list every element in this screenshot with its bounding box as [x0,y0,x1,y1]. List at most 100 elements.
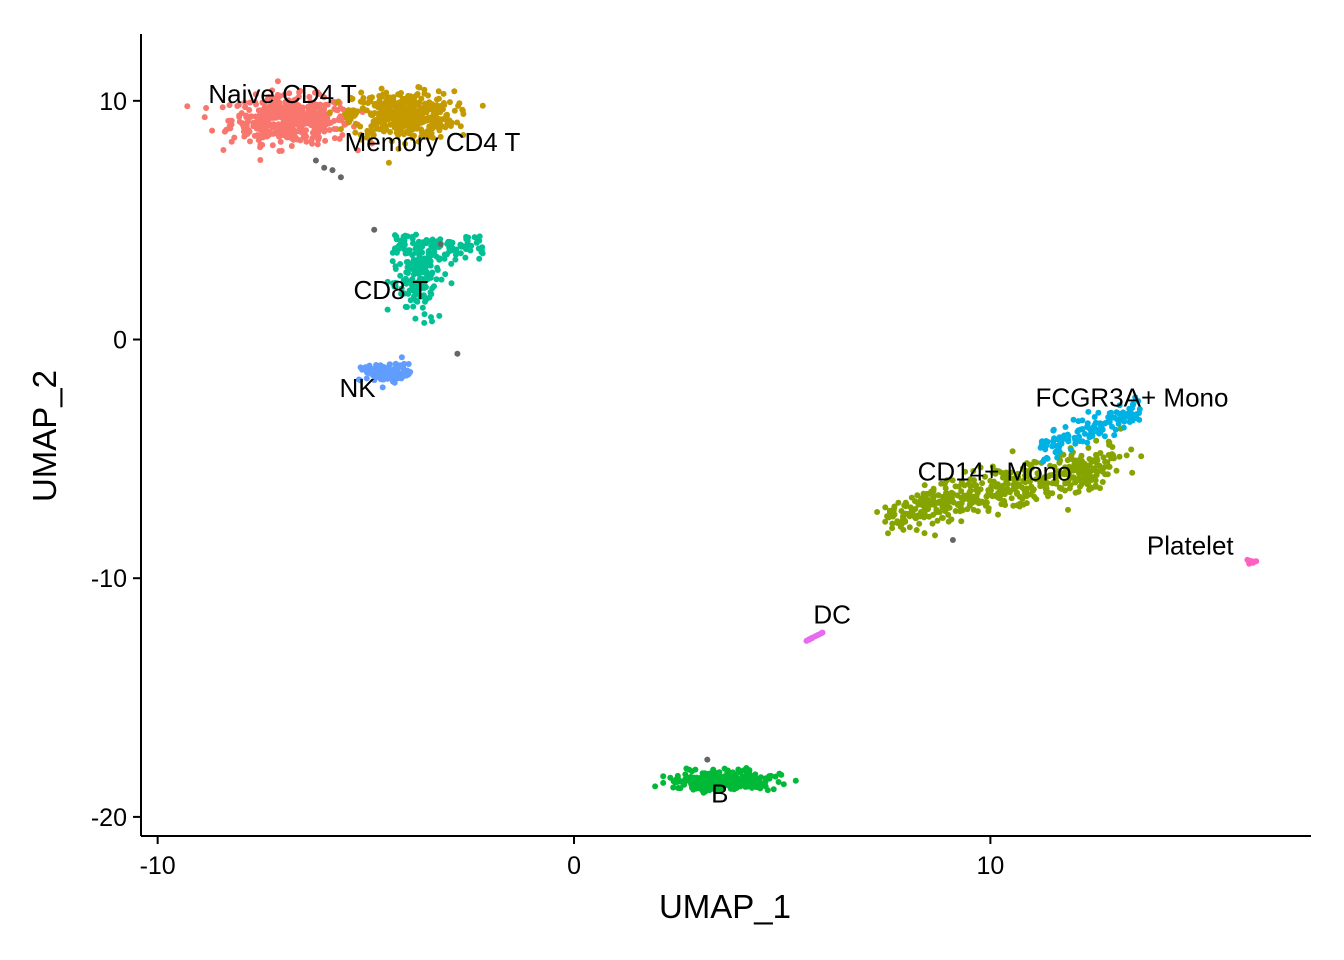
data-point [415,120,422,127]
data-point [965,480,972,487]
data-point [767,772,774,779]
data-point [479,250,486,257]
data-point [885,514,892,521]
data-point [381,364,388,371]
data-point [1054,454,1061,461]
data-point [718,786,724,793]
data-point [1116,453,1123,460]
data-point [354,147,361,154]
data-point [269,87,276,94]
data-point [949,477,956,484]
data-point [397,118,404,125]
data-point [762,778,769,785]
data-point [1120,424,1127,431]
data-point [692,766,699,773]
data-point [1013,490,1020,497]
data-point [958,488,965,495]
data-point [945,511,952,518]
data-point [387,129,394,135]
points-layer [184,78,1260,796]
data-point [1114,416,1121,423]
data-point [309,117,316,124]
data-point [1049,472,1056,478]
data-point [277,114,284,121]
data-point [392,263,399,270]
data-point [413,257,420,264]
data-point [1001,497,1007,504]
data-point [476,237,483,244]
data-point [418,114,425,121]
data-point [242,104,249,110]
data-point [298,123,305,130]
cluster-label: CD8 T [353,275,428,305]
data-point [407,297,414,304]
data-point [184,103,191,110]
data-point [919,512,926,519]
data-point [253,101,259,108]
data-point [1038,441,1045,448]
data-point [451,107,458,114]
data-point [400,131,407,138]
data-point [926,513,933,520]
data-point [940,499,947,506]
data-point [970,468,977,474]
data-point [1095,409,1102,416]
data-point [1133,415,1140,422]
data-point [225,117,232,124]
data-point [270,114,277,121]
data-point [1054,473,1060,480]
data-point [405,259,411,265]
data-point [894,518,901,525]
data-point [1136,406,1143,413]
data-point [1065,506,1071,513]
y-tick-label: 0 [113,327,127,355]
data-point [1050,427,1057,434]
data-point [667,774,674,781]
cluster-points-fcgr3a-mono [1037,394,1143,465]
data-point [432,109,439,116]
data-point [889,525,896,532]
data-point [1092,467,1098,474]
data-point [364,134,370,141]
cluster-labels: Naive CD4 T Memory CD4 T CD8 T NK B CD14+ Mon… [208,79,1234,808]
data-point [1084,439,1091,446]
data-point [446,99,453,106]
data-point [284,134,290,141]
data-point [436,125,443,132]
data-point [882,518,889,525]
data-point [652,783,659,790]
data-point [1062,464,1069,471]
data-point [389,258,396,265]
data-point [1093,437,1100,444]
data-point [775,779,782,785]
data-point [274,130,281,137]
data-point [1123,452,1130,459]
data-point [363,107,370,114]
data-point [274,91,281,98]
data-point [402,275,409,282]
data-point [1053,480,1060,487]
data-point [981,499,988,506]
data-point [428,271,435,277]
data-point [814,632,821,639]
data-point [408,98,415,105]
data-point [1045,493,1051,500]
data-point [778,771,785,778]
data-point [369,129,376,136]
data-point [1047,462,1054,469]
data-point [373,102,380,109]
data-point [434,267,441,273]
data-point [1094,428,1101,435]
data-point [921,482,928,489]
data-point [316,91,323,97]
cluster-label: DC [813,600,851,630]
data-point [427,133,434,140]
data-point [357,364,364,371]
data-point [357,131,364,138]
data-point [444,120,451,127]
data-point [397,261,404,267]
data-point [966,496,973,503]
data-point [257,157,264,163]
data-point [1013,484,1020,491]
data-point [977,464,984,471]
